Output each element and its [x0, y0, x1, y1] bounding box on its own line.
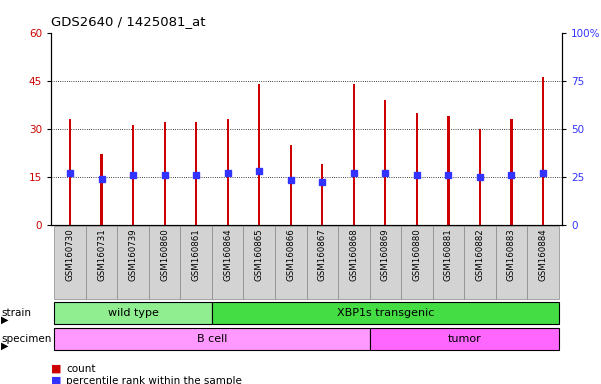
Bar [275, 226, 307, 299]
Text: percentile rank within the sample: percentile rank within the sample [66, 376, 242, 384]
Text: B cell: B cell [197, 334, 227, 344]
Bar [353, 84, 355, 225]
Bar [542, 78, 544, 225]
Bar [54, 302, 212, 324]
Text: GSM160864: GSM160864 [223, 228, 232, 281]
Bar [447, 116, 450, 225]
Bar [69, 119, 71, 225]
Text: GSM160860: GSM160860 [160, 228, 169, 281]
Bar [307, 226, 338, 299]
Text: GSM160882: GSM160882 [475, 228, 484, 281]
Text: ■: ■ [51, 364, 61, 374]
Text: GSM160861: GSM160861 [192, 228, 201, 281]
Bar [370, 226, 401, 299]
Bar [163, 122, 166, 225]
Bar [54, 328, 370, 351]
Text: ■: ■ [51, 376, 61, 384]
Bar [416, 113, 418, 225]
Text: GSM160883: GSM160883 [507, 228, 516, 281]
Text: tumor: tumor [447, 334, 481, 344]
Text: XBP1s transgenic: XBP1s transgenic [337, 308, 434, 318]
Bar [479, 129, 481, 225]
Bar [243, 226, 275, 299]
Text: GDS2640 / 1425081_at: GDS2640 / 1425081_at [51, 15, 206, 28]
Bar [510, 119, 513, 225]
Bar [401, 226, 433, 299]
Text: GSM160730: GSM160730 [66, 228, 75, 281]
Text: strain: strain [1, 308, 31, 318]
Bar [212, 226, 243, 299]
Bar [464, 226, 496, 299]
Bar [149, 226, 180, 299]
Bar [258, 84, 260, 225]
Bar [290, 145, 292, 225]
Bar [100, 154, 103, 225]
Text: ▶: ▶ [1, 341, 8, 351]
Text: wild type: wild type [108, 308, 159, 318]
Bar [117, 226, 149, 299]
Bar [496, 226, 527, 299]
Text: GSM160866: GSM160866 [286, 228, 295, 281]
Bar [338, 226, 370, 299]
Text: GSM160868: GSM160868 [349, 228, 358, 281]
Bar [180, 226, 212, 299]
Bar [212, 302, 559, 324]
Text: GSM160867: GSM160867 [318, 228, 327, 281]
Bar [195, 122, 197, 225]
Bar [227, 119, 229, 225]
Bar [370, 328, 559, 351]
Bar [527, 226, 559, 299]
Text: GSM160880: GSM160880 [412, 228, 421, 281]
Bar [433, 226, 464, 299]
Bar [86, 226, 117, 299]
Bar [132, 126, 134, 225]
Text: specimen: specimen [1, 334, 52, 344]
Text: GSM160865: GSM160865 [255, 228, 264, 281]
Bar [54, 226, 86, 299]
Text: GSM160869: GSM160869 [381, 228, 390, 281]
Text: GSM160739: GSM160739 [129, 228, 138, 281]
Text: GSM160731: GSM160731 [97, 228, 106, 281]
Bar [321, 164, 323, 225]
Text: count: count [66, 364, 96, 374]
Text: GSM160881: GSM160881 [444, 228, 453, 281]
Bar [384, 100, 386, 225]
Text: GSM160884: GSM160884 [538, 228, 548, 281]
Text: ▶: ▶ [1, 315, 8, 325]
